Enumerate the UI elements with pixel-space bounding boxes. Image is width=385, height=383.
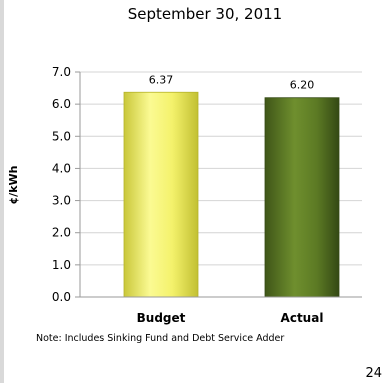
y-tick-label: 7.0 — [52, 65, 71, 79]
chart-title: September 30, 2011 — [128, 5, 282, 23]
y-tick-label: 1.0 — [52, 258, 71, 272]
y-tick-label: 6.0 — [52, 97, 71, 111]
y-tick-label: 3.0 — [52, 194, 71, 208]
y-axis-label: ¢/kWh — [7, 166, 20, 205]
data-label-budget: 6.37 — [149, 73, 174, 86]
category-label-actual: Actual — [281, 311, 324, 325]
chart-note: Note: Includes Sinking Fund and Debt Ser… — [36, 333, 284, 344]
data-label-actual: 6.20 — [290, 79, 315, 92]
category-label-budget: Budget — [137, 311, 186, 325]
page-left-border — [0, 0, 4, 383]
category-labels: Budget Actual — [137, 311, 324, 325]
y-axis-ticks: 0.0 1.0 2.0 3.0 4.0 5.0 6.0 7.0 — [52, 65, 80, 304]
page-number: 24 — [365, 366, 382, 381]
y-tick-label: 4.0 — [52, 161, 71, 175]
y-tick-label: 5.0 — [52, 129, 71, 143]
y-tick-label: 2.0 — [52, 226, 71, 240]
y-tick-label: 0.0 — [52, 290, 71, 304]
bar-actual — [264, 97, 340, 298]
bar-budget — [123, 91, 199, 298]
data-labels: 6.37 6.20 — [149, 73, 315, 91]
bars — [123, 91, 340, 298]
